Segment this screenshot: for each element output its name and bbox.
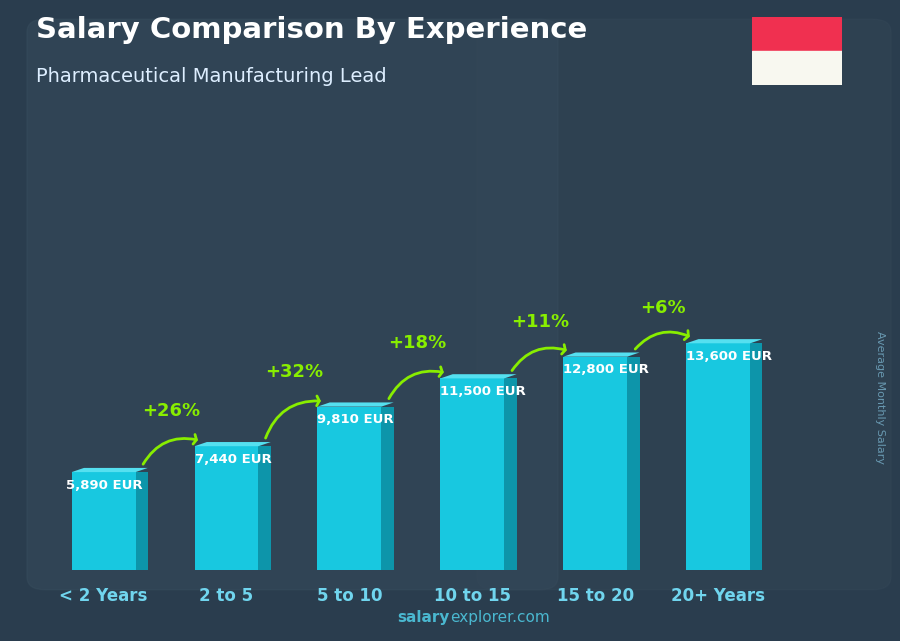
Text: salary: salary [398,610,450,625]
Text: explorer.com: explorer.com [450,610,550,625]
Text: +18%: +18% [388,335,446,353]
Polygon shape [136,472,148,570]
Text: 12,800 EUR: 12,800 EUR [563,363,649,376]
Text: +11%: +11% [511,313,569,331]
Polygon shape [627,356,640,570]
Polygon shape [258,446,271,570]
Polygon shape [563,356,627,570]
Polygon shape [440,374,517,378]
Polygon shape [318,403,393,406]
Text: +26%: +26% [142,403,201,420]
Text: 5,890 EUR: 5,890 EUR [66,479,142,492]
Bar [752,17,842,51]
Polygon shape [751,344,762,570]
Polygon shape [72,472,136,570]
Polygon shape [504,378,517,570]
Polygon shape [563,353,640,356]
Polygon shape [72,468,148,472]
Text: Pharmaceutical Manufacturing Lead: Pharmaceutical Manufacturing Lead [36,67,387,87]
Text: +32%: +32% [266,363,323,381]
FancyBboxPatch shape [477,19,891,590]
Text: 9,810 EUR: 9,810 EUR [318,413,394,426]
Polygon shape [440,378,504,570]
Text: Salary Comparison By Experience: Salary Comparison By Experience [36,16,587,44]
Text: 7,440 EUR: 7,440 EUR [194,453,271,466]
Polygon shape [194,442,271,446]
Text: +6%: +6% [640,299,686,317]
Text: Average Monthly Salary: Average Monthly Salary [875,331,886,464]
Polygon shape [318,406,382,570]
Text: 13,600 EUR: 13,600 EUR [686,350,772,363]
Polygon shape [686,339,762,344]
Polygon shape [382,406,393,570]
FancyBboxPatch shape [27,19,558,590]
Text: 11,500 EUR: 11,500 EUR [440,385,526,398]
Bar [752,51,842,85]
Polygon shape [686,344,751,570]
Polygon shape [194,446,258,570]
